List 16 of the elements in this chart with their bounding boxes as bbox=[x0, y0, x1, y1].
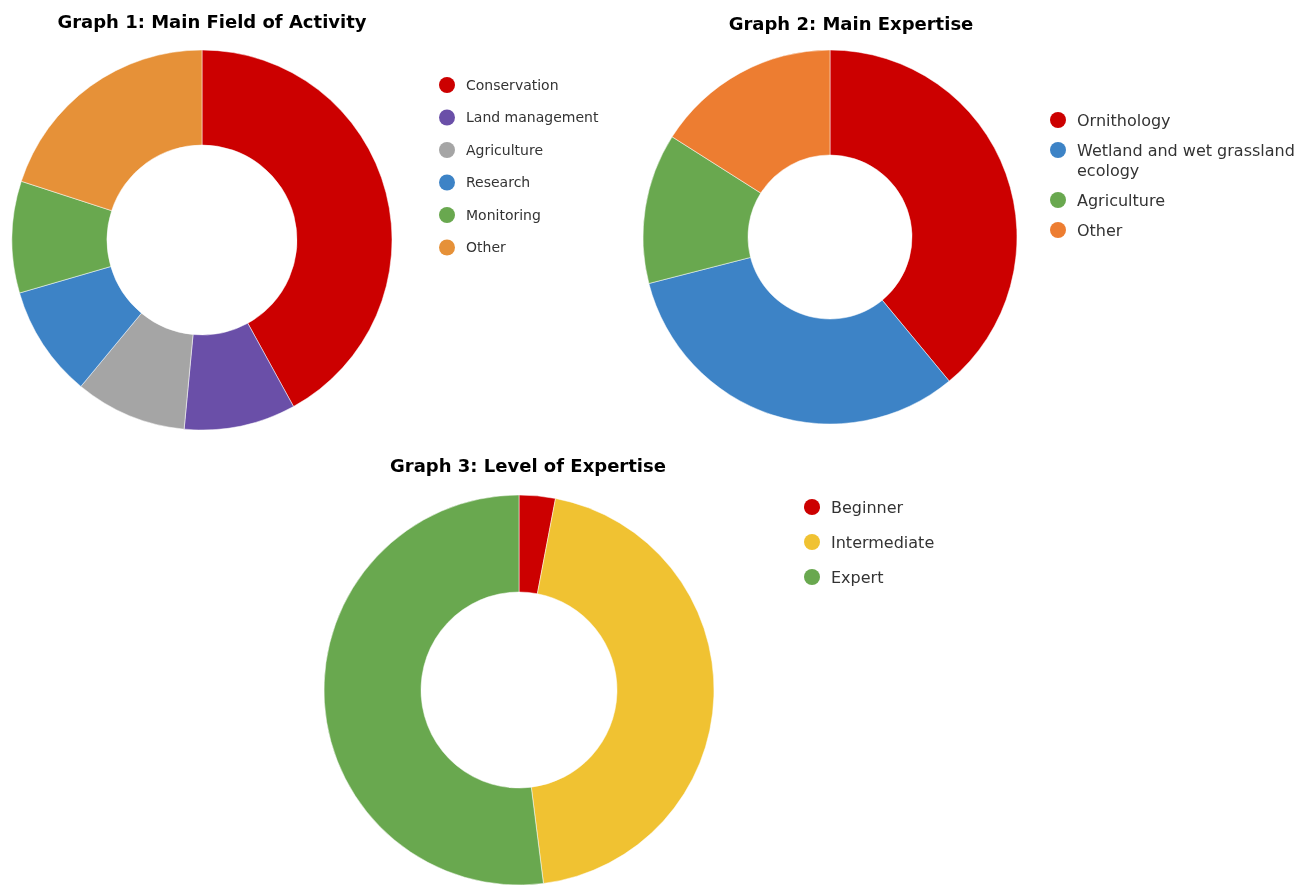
legend-label: Other bbox=[466, 239, 506, 256]
legend-label: Monitoring bbox=[466, 206, 541, 223]
legend-label: Conservation bbox=[466, 76, 559, 93]
chart-title: Graph 2: Main Expertise bbox=[728, 13, 974, 34]
legend-label: Land management bbox=[466, 109, 599, 126]
legend-label: Beginner bbox=[831, 497, 904, 517]
legend-label: Research bbox=[466, 174, 531, 191]
legend-label: Expert bbox=[831, 567, 884, 587]
legend-label: Ornithology bbox=[1077, 110, 1171, 130]
legend-label: Intermediate bbox=[831, 532, 935, 552]
legend-label: Agriculture bbox=[466, 141, 543, 158]
chart-title: Graph 3: Level of Expertise bbox=[390, 455, 666, 476]
chart-title: Graph 1: Main Field of Activity bbox=[57, 11, 367, 32]
legend-label: Agriculture bbox=[1077, 190, 1165, 210]
legend-label: Other bbox=[1077, 220, 1123, 240]
legend-label: Wetland and wet grassland ecology bbox=[1077, 140, 1295, 180]
